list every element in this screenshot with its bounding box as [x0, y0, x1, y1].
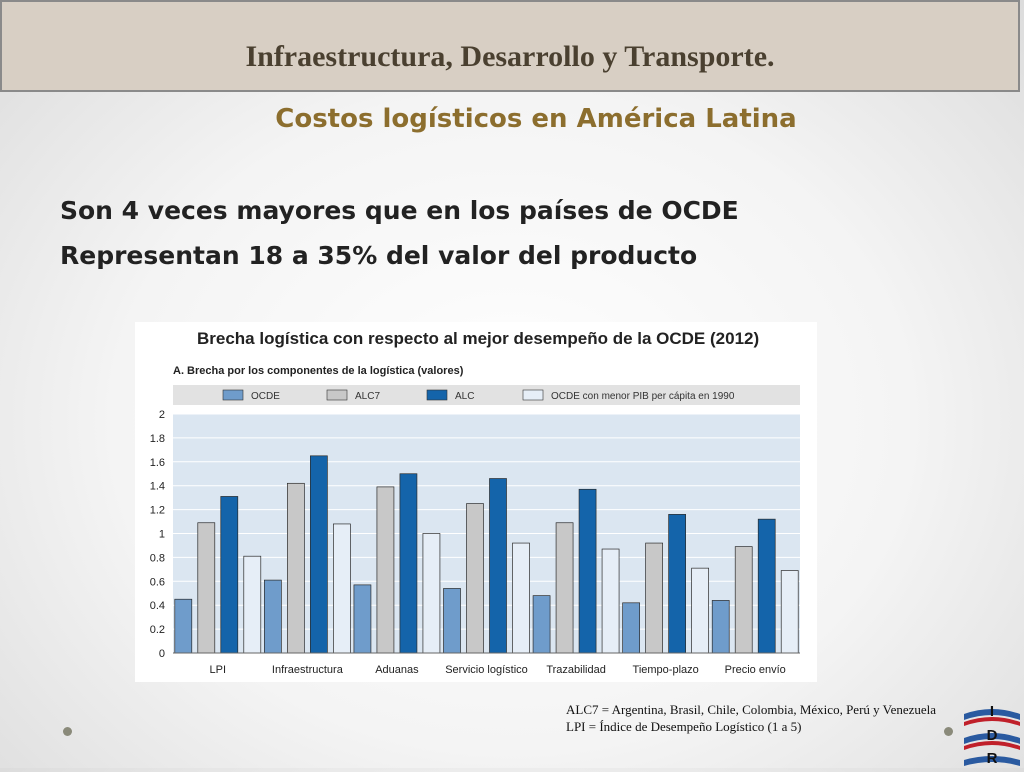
y-tick-label: 1.6 — [150, 457, 165, 469]
bar — [376, 486, 395, 654]
bar — [578, 488, 597, 654]
y-tick-label: 1 — [159, 529, 165, 541]
bar — [668, 514, 686, 654]
bar — [757, 518, 776, 654]
nav-dot-right — [944, 727, 953, 736]
svg-text:D: D — [987, 727, 998, 744]
y-tick-label: 1.2 — [150, 505, 165, 517]
y-tick-label: 2 — [159, 409, 165, 421]
bar — [601, 548, 620, 654]
bar — [532, 595, 551, 654]
footnote-lpi: LPI = Índice de Desempeño Logístico (1 a… — [566, 719, 802, 734]
legend-swatch-4 — [522, 389, 544, 401]
bar — [489, 478, 507, 654]
bar — [287, 482, 305, 654]
x-tick-label: Infraestructura — [272, 664, 344, 676]
y-tick-label: 0 — [159, 648, 165, 660]
bar — [711, 600, 730, 654]
y-tick-label: 1.8 — [150, 433, 165, 445]
bar — [691, 567, 709, 654]
bar — [333, 523, 351, 654]
footnote-alc7: ALC7 = Argentina, Brasil, Chile, Colombi… — [566, 702, 937, 717]
x-tick-label: Precio envío — [725, 664, 786, 676]
idr-logo: I D R — [962, 700, 1022, 768]
bullet-2: Representan 18 a 35% del valor del produ… — [60, 241, 698, 270]
legend-swatch-3 — [426, 389, 448, 401]
bar — [466, 503, 484, 654]
bar-chart: Brecha logística con respecto al mejor d… — [150, 329, 800, 676]
bar — [443, 588, 461, 654]
x-tick-label: Trazabilidad — [546, 664, 606, 676]
slide-subtitle: Costos logísticos en América Latina — [275, 104, 797, 134]
bar — [622, 602, 640, 654]
bullet-1: Son 4 veces mayores que en los países de… — [60, 196, 739, 225]
bar — [264, 579, 282, 654]
legend-swatch-2 — [326, 389, 348, 401]
legend-label-1: OCDE — [251, 391, 280, 402]
y-tick-label: 1.4 — [150, 481, 165, 493]
legend-label-3: ALC — [455, 391, 474, 402]
chart-panel: Brecha logística con respecto al mejor d… — [135, 322, 817, 682]
bar — [243, 555, 262, 654]
bar — [174, 598, 193, 654]
bar — [310, 455, 328, 654]
bar — [399, 473, 418, 654]
chart-title: Brecha logística con respecto al mejor d… — [197, 329, 759, 348]
nav-dot-left — [63, 727, 72, 736]
bar — [197, 522, 216, 654]
bar — [220, 496, 239, 654]
y-tick-label: 0.6 — [150, 576, 165, 588]
legend-label-2: ALC7 — [355, 391, 380, 402]
y-tick-label: 0.2 — [150, 624, 165, 636]
bar — [512, 542, 530, 654]
x-tick-label: Servicio logístico — [445, 664, 528, 676]
bar — [734, 546, 753, 654]
slide-title: Infraestructura, Desarrollo y Transporte… — [245, 40, 775, 73]
title-bar: Infraestructura, Desarrollo y Transporte… — [0, 0, 1020, 92]
y-tick-label: 0.8 — [150, 552, 165, 564]
x-tick-label: Tiempo-plazo — [633, 664, 699, 676]
x-tick-label: Aduanas — [375, 664, 419, 676]
bar — [422, 533, 441, 654]
chart-subtitle: A. Brecha por los componentes de la logí… — [173, 365, 464, 377]
bar — [555, 522, 574, 654]
bar — [780, 570, 799, 654]
svg-text:I: I — [990, 703, 994, 720]
legend-label-4: OCDE con menor PIB per cápita en 1990 — [551, 391, 735, 402]
y-tick-label: 0.4 — [150, 600, 165, 612]
svg-text:R: R — [987, 750, 998, 767]
bar — [353, 584, 372, 654]
bar — [645, 542, 663, 654]
x-tick-label: LPI — [210, 664, 227, 676]
legend-swatch-1 — [222, 389, 244, 401]
